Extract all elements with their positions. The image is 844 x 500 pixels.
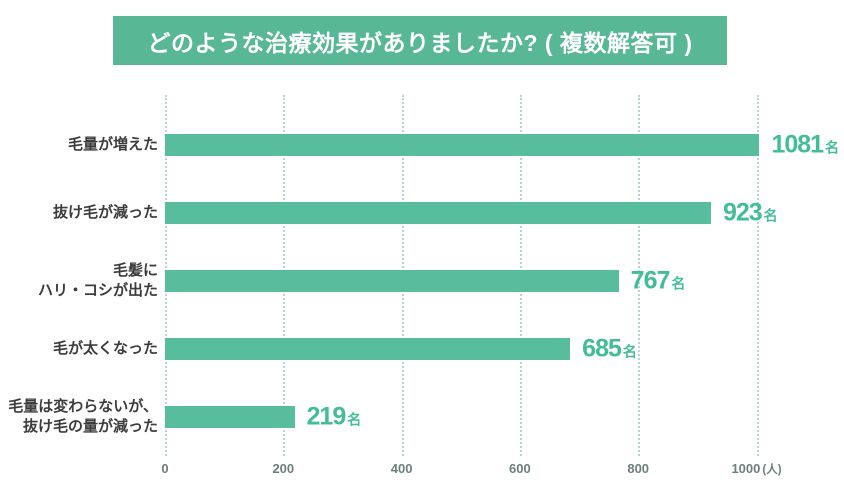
x-tick-label-800: 800 [627,461,650,476]
category-label: 毛量が増えた [67,136,158,154]
x-tick-label-200: 200 [272,461,295,476]
value-suffix: 名 [763,207,778,224]
gridline-x-1000 [756,95,759,456]
value-label: 219 名 [307,403,362,432]
x-tick-label-1000: 1000 (人) [731,461,782,476]
value-number: 1081 [771,130,824,159]
value-label: 923 名 [723,199,778,228]
value-suffix: 名 [671,275,686,292]
bar [165,338,571,360]
bar [165,270,619,292]
value-number: 923 [722,198,763,227]
category-label: 毛が太くなった [52,340,158,358]
value-label: 1081 名 [771,131,839,160]
x-tick-label-0: 0 [161,461,169,476]
value-number: 219 [306,402,347,431]
value-number: 767 [630,266,671,295]
category-label: 毛量は変わらないが、 抜け毛の量が減った [8,398,158,435]
x-tick-label-600: 600 [509,461,531,476]
value-label: 685 名 [582,335,637,364]
value-label: 767 名 [631,267,686,296]
bar [165,406,295,428]
chart-title-banner: どのような治療効果がありましたか? ( 複数解答可 ) [113,16,727,65]
x-tick-label-400: 400 [390,461,413,476]
value-suffix: 名 [347,411,362,428]
category-label: 毛髪に ハリ・コシが出た [37,262,158,299]
gridline-x-800 [638,95,641,456]
category-label: 抜け毛が減った [52,204,158,222]
value-number: 685 [582,334,622,363]
bar [165,134,760,156]
value-suffix: 名 [622,343,637,360]
bar [165,202,711,224]
value-suffix: 名 [825,139,840,156]
x-axis-unit: (人) [762,464,782,476]
chart-title: どのような治療効果がありましたか? ( 複数解答可 ) [147,29,693,56]
